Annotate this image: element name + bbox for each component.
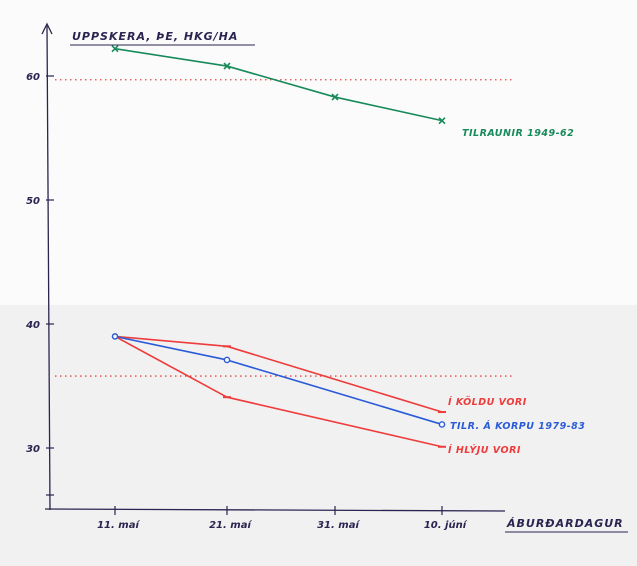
x-axis (44, 508, 506, 512)
y-tick-label: 40 (25, 320, 40, 331)
series-line (111, 45, 446, 125)
data-point (331, 93, 339, 101)
data-point (438, 421, 446, 428)
x-tick-label: 11. maí (97, 519, 140, 531)
y-tick-label: 60 (26, 72, 40, 83)
series-label: TILRAUNIR 1949-62 (462, 128, 574, 139)
series-line (111, 333, 446, 448)
data-point (438, 117, 446, 125)
axes (41, 22, 506, 512)
lower-paper-band (0, 305, 637, 566)
series-group (111, 45, 446, 448)
x-tick-label: 21. maí (209, 519, 252, 531)
labels: UPPSKERA, ÞE, HKG/HA ÁBURÐARDAGUR TILRAUNI… (70, 30, 628, 533)
series-path (114, 47, 443, 122)
y-axis-title: UPPSKERA, ÞE, HKG/HA (72, 30, 238, 43)
series-label: Í KÖLDU VORI (448, 396, 527, 408)
y-tick-label: 30 (26, 444, 40, 455)
data-point (111, 333, 118, 340)
series-label: Í HLÝJU VORI (448, 444, 521, 456)
reference-lines (55, 79, 512, 377)
x-axis-title: ÁBURÐARDAGUR (506, 517, 624, 530)
data-point (223, 62, 231, 70)
data-point (223, 356, 231, 364)
data-point (111, 45, 119, 53)
x-tick-label: 31. maí (317, 519, 360, 531)
y-tick-label: 50 (26, 196, 40, 207)
y-axis (46, 25, 51, 511)
y-axis-arrow (41, 22, 53, 35)
series-label: TILR. Á KORPU 1979-83 (450, 420, 585, 432)
x-tick-label: 10. júní (424, 519, 468, 531)
ticks: 30 40 50 60 11. maí 21. maí 31. maí 10. júní (25, 72, 468, 531)
